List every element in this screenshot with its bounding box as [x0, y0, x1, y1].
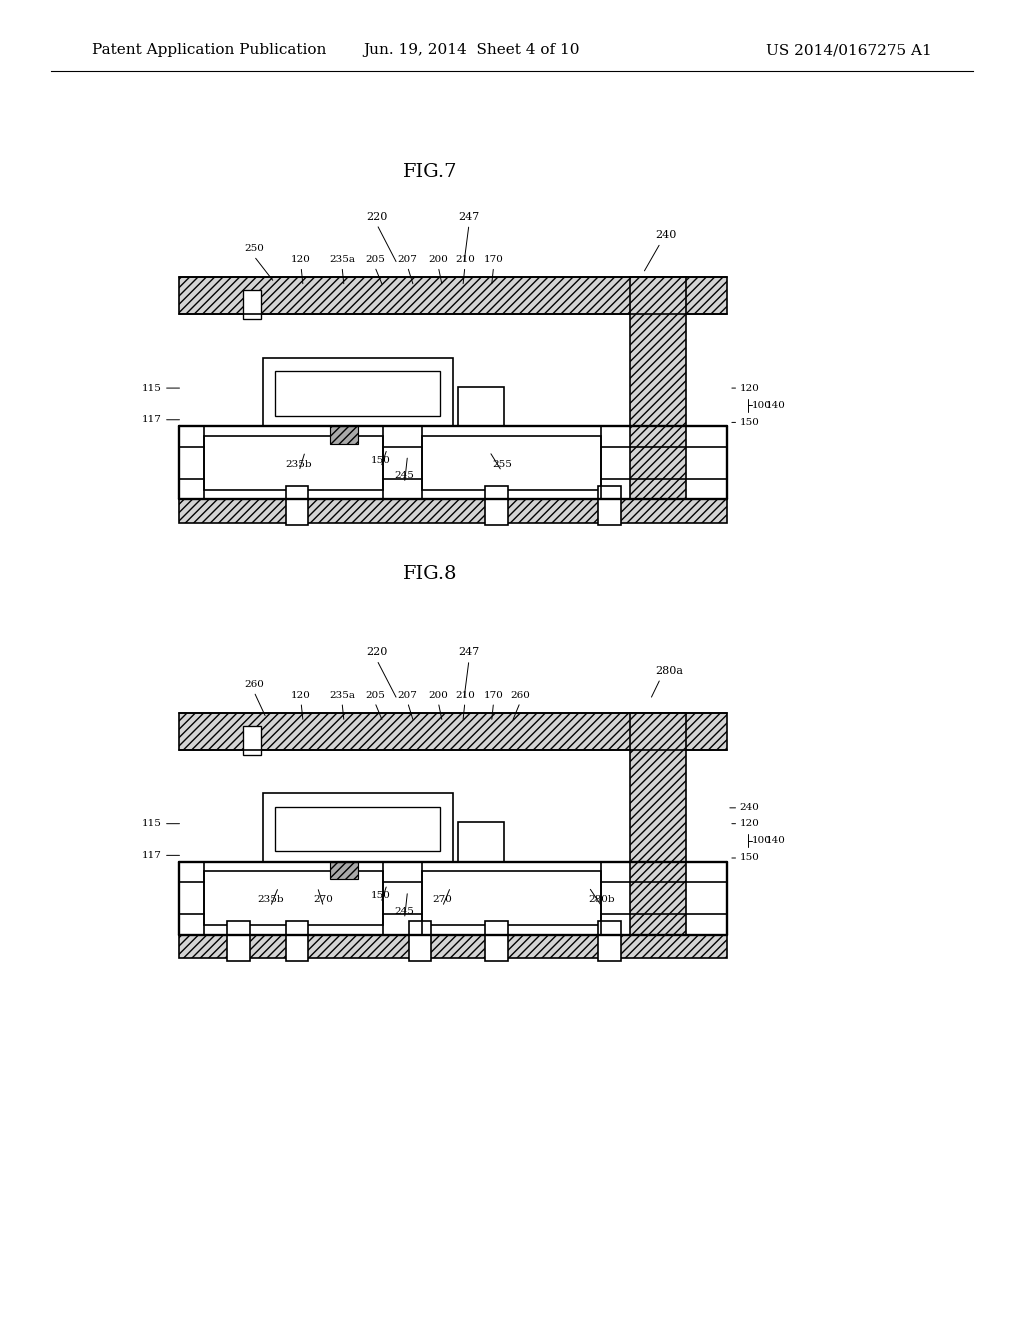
- Text: 280a: 280a: [655, 665, 683, 676]
- Text: 150: 150: [371, 891, 391, 900]
- Bar: [485, 486, 508, 525]
- Bar: [630, 713, 686, 935]
- Bar: [458, 822, 504, 862]
- Text: 245: 245: [394, 907, 415, 916]
- Bar: [179, 499, 727, 523]
- Bar: [243, 726, 261, 755]
- Bar: [630, 277, 686, 499]
- Text: Patent Application Publication: Patent Application Publication: [92, 44, 327, 57]
- Text: 120: 120: [739, 384, 759, 392]
- Text: 117: 117: [142, 851, 162, 859]
- Bar: [204, 436, 383, 490]
- Text: 235b: 235b: [257, 895, 284, 904]
- Text: 247: 247: [459, 647, 479, 657]
- Text: 100: 100: [752, 401, 771, 409]
- Text: 240: 240: [655, 230, 677, 240]
- Bar: [227, 921, 250, 961]
- Text: 247: 247: [459, 211, 479, 222]
- Text: 207: 207: [397, 255, 418, 264]
- Text: 235b: 235b: [286, 459, 312, 469]
- Bar: [458, 387, 504, 426]
- Bar: [422, 871, 601, 925]
- Text: 115: 115: [142, 384, 162, 392]
- Bar: [485, 921, 508, 961]
- Bar: [179, 713, 727, 750]
- Text: 200: 200: [428, 255, 449, 264]
- Text: 120: 120: [291, 690, 311, 700]
- Bar: [179, 277, 727, 314]
- Bar: [598, 921, 621, 961]
- Bar: [330, 426, 358, 444]
- Text: 100: 100: [752, 837, 771, 845]
- Text: 115: 115: [142, 820, 162, 828]
- Text: 150: 150: [739, 854, 759, 862]
- Text: 200: 200: [428, 690, 449, 700]
- Bar: [330, 862, 358, 879]
- Bar: [598, 486, 621, 525]
- Text: 235a: 235a: [329, 255, 355, 264]
- Text: 245: 245: [394, 471, 415, 480]
- Text: 210: 210: [455, 690, 475, 700]
- Text: 170: 170: [483, 690, 504, 700]
- Text: 117: 117: [142, 416, 162, 424]
- Text: 270: 270: [432, 895, 453, 904]
- Text: Jun. 19, 2014  Sheet 4 of 10: Jun. 19, 2014 Sheet 4 of 10: [362, 44, 580, 57]
- Bar: [286, 921, 308, 961]
- Text: 150: 150: [371, 455, 391, 465]
- Text: 140: 140: [766, 837, 785, 845]
- Text: 205: 205: [365, 255, 385, 264]
- Text: 210: 210: [455, 255, 475, 264]
- Text: 240: 240: [739, 804, 759, 812]
- Bar: [275, 371, 440, 416]
- Bar: [286, 486, 308, 525]
- Text: 220: 220: [367, 211, 387, 222]
- Text: 150: 150: [739, 418, 759, 426]
- Bar: [263, 358, 453, 426]
- Bar: [263, 793, 453, 862]
- Text: FIG.7: FIG.7: [402, 162, 458, 181]
- Text: 220: 220: [367, 647, 387, 657]
- Text: 260: 260: [244, 680, 264, 689]
- Bar: [422, 436, 601, 490]
- Bar: [243, 290, 261, 319]
- Text: US 2014/0167275 A1: US 2014/0167275 A1: [766, 44, 932, 57]
- Bar: [179, 935, 727, 958]
- Text: 140: 140: [766, 401, 785, 409]
- Text: 120: 120: [291, 255, 311, 264]
- Text: 270: 270: [313, 895, 334, 904]
- Text: 120: 120: [739, 820, 759, 828]
- Bar: [409, 921, 431, 961]
- Text: 205: 205: [365, 690, 385, 700]
- Text: 260: 260: [510, 690, 530, 700]
- Bar: [204, 871, 383, 925]
- Text: 207: 207: [397, 690, 418, 700]
- Text: 250: 250: [244, 244, 264, 253]
- Text: 170: 170: [483, 255, 504, 264]
- Text: 235a: 235a: [329, 690, 355, 700]
- Text: FIG.8: FIG.8: [402, 565, 458, 583]
- Text: 255: 255: [492, 459, 512, 469]
- Text: 280b: 280b: [589, 895, 615, 904]
- Bar: [275, 807, 440, 851]
